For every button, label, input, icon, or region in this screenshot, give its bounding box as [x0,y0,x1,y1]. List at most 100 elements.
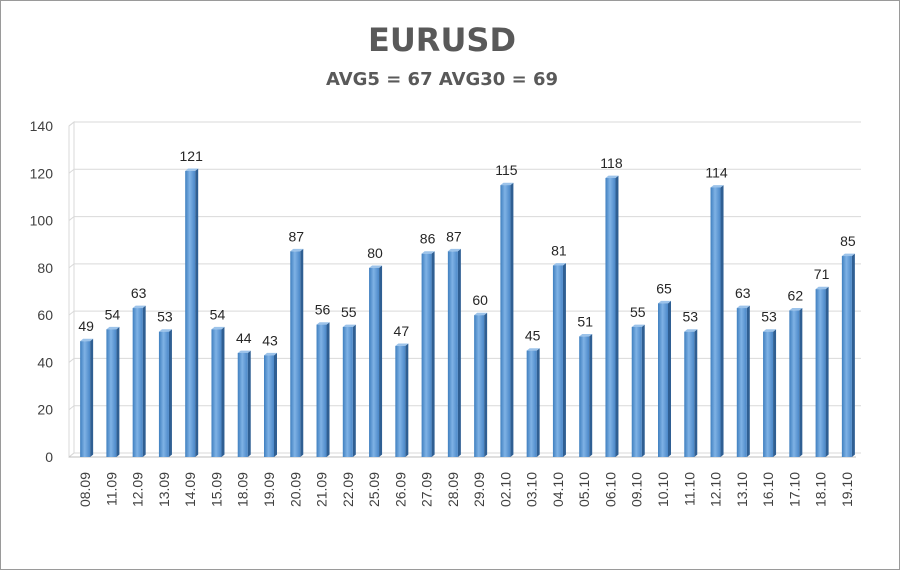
bar-front [815,289,826,457]
x-tick-label: 19.10 [839,472,855,507]
bar-side [536,348,540,457]
y-tick-label: 100 [30,213,54,229]
bar [158,329,172,457]
bar-front [631,326,642,457]
bar-side [300,248,304,457]
x-tick-label: 18.09 [235,472,251,507]
gridline [68,405,861,411]
y-axis: 0 20 40 60 80 100 120 140 [30,118,54,465]
bar-top [815,286,829,290]
x-tick-label: 12.10 [708,472,724,507]
bar-side [825,286,829,457]
data-label: 56 [315,302,331,318]
bar-front [185,170,196,457]
y-tick-label: 40 [37,354,53,370]
bar-side [116,326,120,457]
x-tick-label: 13.10 [734,472,750,507]
bar-front [500,185,511,457]
bar-side [90,338,94,457]
bar-top [316,322,330,325]
bar-top [474,312,488,316]
bar-top [500,182,514,186]
bar-top [421,251,435,254]
data-label: 44 [236,330,252,346]
bar-side [168,329,172,457]
data-label: 65 [656,280,672,296]
data-label: 55 [341,304,357,320]
chart-subtitle: AVG5 = 67 AVG30 = 69 [326,69,558,90]
bar-side [195,168,199,457]
bar-front [841,256,852,457]
data-label: 121 [180,148,204,164]
bar-side [484,312,488,457]
bar [316,322,330,457]
bar-side [510,182,514,457]
data-label: 53 [682,309,698,325]
data-label: 118 [600,155,623,171]
bar [421,251,435,457]
bar-top [447,248,461,252]
x-tick-label: 29.09 [471,472,487,507]
bar [474,312,488,457]
bar-top [579,334,593,337]
bar-front [710,187,721,457]
x-tick-label: 11.09 [103,472,119,506]
bar-front [158,331,169,457]
bar-front [369,267,380,457]
x-tick-label: 15.09 [208,472,224,507]
bar [80,338,94,457]
bar [211,326,225,457]
bar-side [405,343,409,457]
x-tick-label: 18.10 [813,472,829,507]
data-label: 62 [788,287,804,303]
data-label: 87 [446,228,462,244]
bar-side [615,175,619,457]
data-label: 85 [840,233,856,249]
bar-top [395,343,409,346]
bar-front [579,336,590,457]
bar-top [841,253,855,257]
bar-front [605,178,616,457]
y-tick-label: 120 [30,165,54,181]
bar-side [379,265,383,457]
bar [185,168,199,457]
bar-side [720,185,724,458]
bar [447,248,461,457]
gridlines [68,120,861,459]
bar [684,329,698,457]
bar-side [142,305,146,457]
data-labels: 49 54 63 53 121 54 44 43 87 56 55 80 47 86 87 60 115 45 81… [78,148,856,348]
data-label: 53 [761,309,777,325]
x-tick-label: 12.09 [130,472,146,507]
x-tick-label: 10.10 [655,472,671,507]
data-label: 54 [105,306,121,322]
bar-top [290,248,304,252]
bar-top [605,175,619,179]
gridline [68,121,861,127]
bar [237,350,251,457]
bar-front [237,352,248,457]
bar [132,305,146,457]
bar [500,182,514,457]
bars [80,168,855,458]
bar [736,305,750,457]
data-label: 51 [577,313,593,329]
bar-side [352,324,356,457]
bar [264,352,277,457]
bar-front [763,331,774,457]
bar-top [80,338,94,342]
data-label: 43 [262,332,278,348]
bar [106,326,120,457]
bar-front [106,329,117,457]
data-label: 60 [472,292,488,308]
y-tick-label: 20 [37,402,53,418]
y-tick-label: 140 [30,118,54,134]
bar-top [132,305,146,309]
x-tick-label: 03.10 [524,472,540,507]
bar-front [264,355,274,457]
bar-front [447,251,458,457]
x-tick-label: 22.09 [340,472,356,507]
bar-top [369,265,383,268]
bar-top [789,308,803,311]
bar-side [274,352,277,457]
